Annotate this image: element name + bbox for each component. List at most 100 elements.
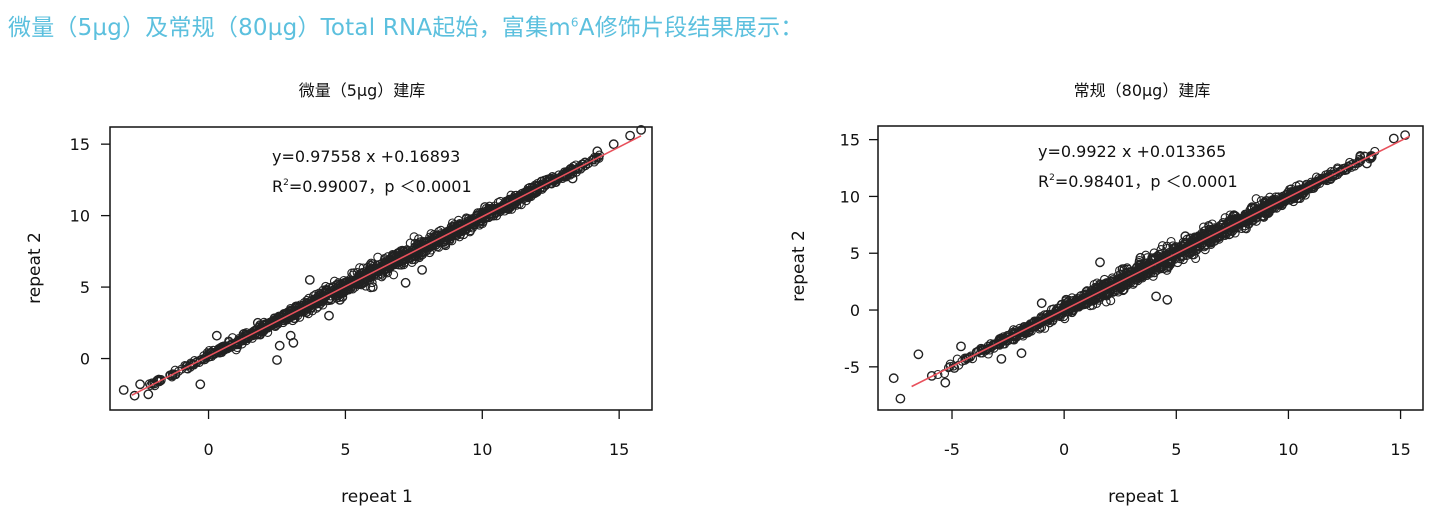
data-point [378,270,388,280]
data-point [239,333,249,343]
outlier-point [913,349,924,360]
outlier-point [334,294,345,305]
outlier-point [567,173,578,184]
scatter-chart-standard: 常规（80µg）建库 -5 0 5 10 15 -5 0 5 10 15 repeat 1 re… [789,81,1424,507]
data-point [593,152,603,162]
x-tick-label: 0 [1059,440,1069,459]
r2-prefix: R [1038,172,1049,191]
data-point [1101,297,1111,307]
heading-text-before: 微量（5µg）及常规（80µg）Total RNA起始，富集m [8,15,571,41]
data-point [1073,299,1083,309]
outlier-point [940,377,951,388]
data-point [948,361,958,371]
y-axis: 0 5 10 15 [70,135,110,369]
outlier-point [1294,180,1305,191]
data-point [1132,273,1142,283]
data-point [1088,300,1098,310]
outlier-point [510,194,520,205]
x-axis-label: repeat 1 [341,487,413,507]
outlier-point [1135,252,1146,263]
heading-text-after: A修饰片段结果展示： [578,15,804,41]
data-point [329,276,340,286]
data-point [561,172,571,182]
outlier-point [367,282,378,292]
r-squared-annotation: R2=0.99007，p ＜0.0001 [272,177,472,196]
data-point [456,229,466,239]
y-tick-label: 15 [70,135,90,154]
outlier-point [135,379,146,390]
data-point [410,238,420,248]
data-point [260,322,270,332]
outlier-point [1016,348,1027,359]
data-point [1337,165,1348,175]
data-point [269,318,279,328]
r-squared-annotation: R2=0.98401，p ＜0.0001 [1038,172,1238,191]
data-point [1038,316,1048,326]
heading-superscript: 6 [570,15,579,30]
data-point [1166,236,1176,247]
data-point [1137,271,1147,281]
data-point [348,284,358,294]
data-point [459,230,469,240]
data-point [983,344,993,354]
chart-title: 常规（80µg）建库 [1074,81,1211,100]
data-point [1278,194,1288,204]
r2-superscript: 2 [283,178,289,188]
outlier-point [1117,264,1128,274]
outlier-point [1319,173,1330,184]
outlier-point [608,139,619,150]
regression-line [131,135,642,396]
outlier-point [888,373,899,384]
outlier-point [252,317,263,328]
data-point [529,182,539,192]
data-point [1025,322,1035,332]
data-point [1135,259,1145,269]
data-point [377,272,387,282]
outlier-point [143,389,154,400]
outlier-point [211,330,222,341]
data-point [241,331,251,341]
y-tick-label: 5 [80,278,90,297]
data-point [1157,241,1168,251]
y-tick-label: 0 [850,301,860,320]
data-point [165,370,175,381]
data-point [220,342,230,352]
outlier-point [1095,257,1105,268]
data-point [355,263,365,273]
data-point [965,352,975,362]
x-tick-label: 15 [1390,440,1410,459]
outlier-point [956,341,966,352]
x-tick-label: 10 [472,440,492,459]
data-point [1048,316,1058,326]
data-point [191,358,202,368]
data-point [452,231,462,241]
y-tick-label: 0 [80,350,90,369]
outlier-point [1388,133,1399,144]
data-point [517,188,528,198]
data-point [399,246,409,256]
y-tick-label: 15 [840,131,860,150]
data-point [1117,281,1128,291]
outlier-point [118,385,129,395]
outlier-point [129,390,140,401]
data-point [354,280,364,290]
outlier-point [480,202,490,212]
y-axis-label: repeat 2 [25,232,45,304]
data-point [366,258,376,268]
data-point [1294,187,1304,197]
data-point [523,189,533,199]
points-layer [888,130,1410,404]
points-layer [118,124,646,401]
data-point [1101,290,1111,300]
data-point [1241,224,1251,234]
data-point [1286,191,1296,201]
outlier-point [625,130,635,141]
data-point [356,274,366,284]
outlier-point [324,310,334,321]
fit-equation: y=0.97558 x +0.16893 [272,147,460,166]
outlier-point [400,277,411,288]
outlier-point [636,124,646,135]
x-axis: 0 5 10 15 [203,410,629,459]
data-point [1292,194,1302,204]
data-point [369,261,379,271]
